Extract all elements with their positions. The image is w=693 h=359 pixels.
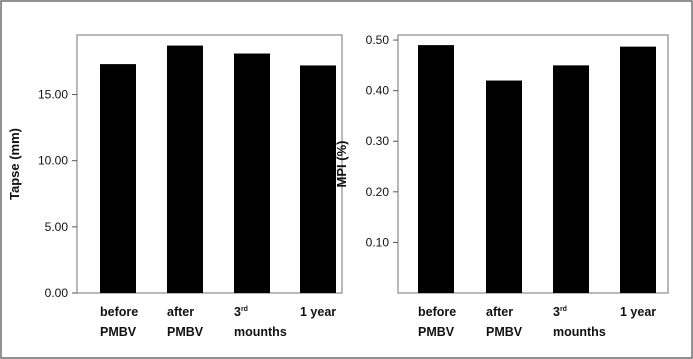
category-label: before (100, 305, 138, 319)
category-label: before (418, 305, 456, 319)
category-label: 1 year (620, 305, 656, 319)
category-label: after (167, 305, 194, 319)
y-axis-title: MPI (%) (334, 141, 349, 188)
bar-0 (418, 45, 454, 293)
bar-2 (553, 65, 589, 294)
chart-tapse: 0.00 5.00 10.00 15.00 Tapse (mm) before PMBV af… (7, 34, 343, 339)
y-tick-label: 0.50 (366, 33, 390, 47)
bar-1 (167, 45, 203, 294)
category-label-line2: PMBV (167, 325, 204, 339)
category-label-line2: PMBV (100, 325, 137, 339)
y-axis-title: Tapse (mm) (7, 128, 22, 200)
category-label: after (486, 305, 513, 319)
bar-1 (486, 80, 522, 293)
category-label-line2: PMBV (486, 325, 523, 339)
category-label-line2: PMBV (418, 325, 455, 339)
y-tick-label: 10.00 (38, 154, 68, 168)
y-tick-label: 0.20 (366, 185, 390, 199)
y-tick-label: 15.00 (38, 88, 68, 102)
category-label-line2: mounths (553, 325, 606, 339)
bar-2 (234, 53, 270, 294)
category-label: 3rd (234, 305, 248, 319)
bar-0 (100, 64, 136, 293)
y-tick-label: 5.00 (45, 220, 69, 234)
category-label-line2: mounths (234, 325, 287, 339)
category-label: 1 year (300, 305, 336, 319)
plot-area-frame (76, 34, 343, 294)
bar-3 (300, 65, 336, 293)
category-label: 3rd (553, 305, 567, 319)
chart-mpi: 0.10 0.20 0.30 0.40 0.50 MPI (%) before PMBV aft… (334, 33, 669, 339)
y-tick-label: 0.00 (45, 286, 69, 300)
y-tick-label: 0.10 (366, 235, 390, 249)
y-tick-label: 0.30 (366, 134, 390, 148)
y-tick-label: 0.40 (366, 84, 390, 98)
plot-area-frame (397, 34, 669, 294)
bar-3 (620, 46, 656, 293)
